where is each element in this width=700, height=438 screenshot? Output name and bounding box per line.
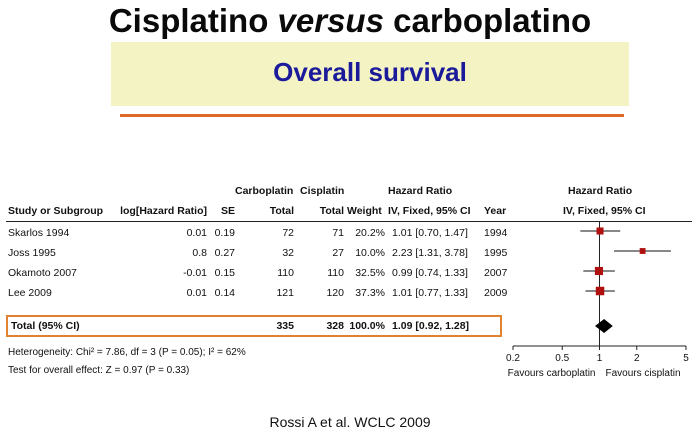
header-plot-bottom: IV, Fixed, 95% CI <box>563 205 646 217</box>
year-value: 1995 <box>484 247 508 259</box>
year-value: 2009 <box>484 287 508 299</box>
slide-subtitle: Overall survival <box>273 57 467 87</box>
ci-value: 2.23 [1.31, 3.78] <box>392 247 468 259</box>
total-carbo: 335 <box>276 320 294 332</box>
x-tick-label: 2 <box>634 353 640 364</box>
carbo-total: 32 <box>282 247 294 259</box>
title-part-2: carboplatino <box>383 2 592 39</box>
x-tick-label: 1 <box>597 353 603 364</box>
study-marker <box>596 227 604 235</box>
ci-value: 1.01 [0.70, 1.47] <box>392 227 468 239</box>
pooled-diamond <box>595 319 613 333</box>
subtitle-banner <box>111 42 629 106</box>
se-value: 0.27 <box>214 247 235 259</box>
study-name: Joss 1995 <box>8 247 56 259</box>
title-italic: versus <box>277 2 384 39</box>
weight-value: 37.3% <box>355 287 385 299</box>
favours-cisplatin-label: Favours cisplatin <box>606 368 681 379</box>
header-hr-bottom: IV, Fixed, 95% CI <box>388 205 471 217</box>
study-marker <box>595 286 605 296</box>
favours-carboplatin-label: Favours carboplatin <box>508 368 596 379</box>
se-value: 0.19 <box>214 227 235 239</box>
study-marker <box>594 266 604 276</box>
total-weight: 100.0% <box>349 320 385 332</box>
study-name: Skarlos 1994 <box>8 227 70 239</box>
loghr-value: 0.8 <box>192 247 207 259</box>
se-value: 0.14 <box>214 287 235 299</box>
study-name: Okamoto 2007 <box>8 267 77 279</box>
slide-title: Cisplatino versus carboplatino <box>0 2 700 40</box>
se-value: 0.15 <box>214 267 235 279</box>
heterogeneity-text: Heterogeneity: Chi² = 7.86, df = 3 (P = … <box>8 347 246 358</box>
x-tick-label: 0.2 <box>506 353 520 364</box>
study-marker <box>639 248 646 254</box>
overall-effect-text: Test for overall effect: Z = 0.97 (P = 0… <box>8 365 190 376</box>
title-part-1: Cisplatino <box>108 2 278 39</box>
header-hr-top: Hazard Ratio <box>388 185 453 197</box>
header-carboplatin: Carboplatin <box>235 185 294 197</box>
year-value: 1994 <box>484 227 508 239</box>
weight-value: 20.2% <box>355 227 385 239</box>
header-cisplatin: Cisplatin <box>300 185 345 197</box>
cis-total: 110 <box>327 267 344 279</box>
total-ci: 1.09 [0.92, 1.28] <box>392 320 470 332</box>
header-se: SE <box>220 205 235 217</box>
total-cis: 328 <box>326 320 344 332</box>
year-value: 2007 <box>484 267 508 279</box>
loghr-value: -0.01 <box>183 267 207 279</box>
accent-rule <box>120 114 624 117</box>
header-weight: Weight <box>347 205 382 217</box>
header-study: Study or Subgroup <box>8 205 104 217</box>
header-rule <box>6 221 692 222</box>
weight-value: 10.0% <box>355 247 385 259</box>
header-year: Year <box>484 205 507 217</box>
header-cis-total: Total <box>319 205 344 217</box>
x-tick-label: 0.5 <box>555 353 569 364</box>
weight-value: 32.5% <box>355 267 385 279</box>
cis-total: 120 <box>326 287 344 299</box>
header-plot-top: Hazard Ratio <box>568 185 633 197</box>
study-name: Lee 2009 <box>8 287 52 299</box>
x-tick-label: 5 <box>683 353 689 364</box>
loghr-value: 0.01 <box>186 287 207 299</box>
ci-value: 0.99 [0.74, 1.33] <box>392 267 468 279</box>
cis-total: 71 <box>332 227 344 239</box>
carbo-total: 72 <box>282 227 294 239</box>
ci-value: 1.01 [0.77, 1.33] <box>392 287 468 299</box>
cis-total: 27 <box>332 247 344 259</box>
header-carbo-total: Total <box>269 205 294 217</box>
total-highlight-box <box>6 315 502 337</box>
carbo-total: 121 <box>276 287 294 299</box>
source-citation: Rossi A et al. WCLC 2009 <box>269 414 431 430</box>
header-loghr: log[Hazard Ratio] <box>120 205 207 217</box>
carbo-total: 110 <box>277 267 294 279</box>
loghr-value: 0.01 <box>186 227 207 239</box>
total-label: Total (95% CI) <box>11 320 80 332</box>
